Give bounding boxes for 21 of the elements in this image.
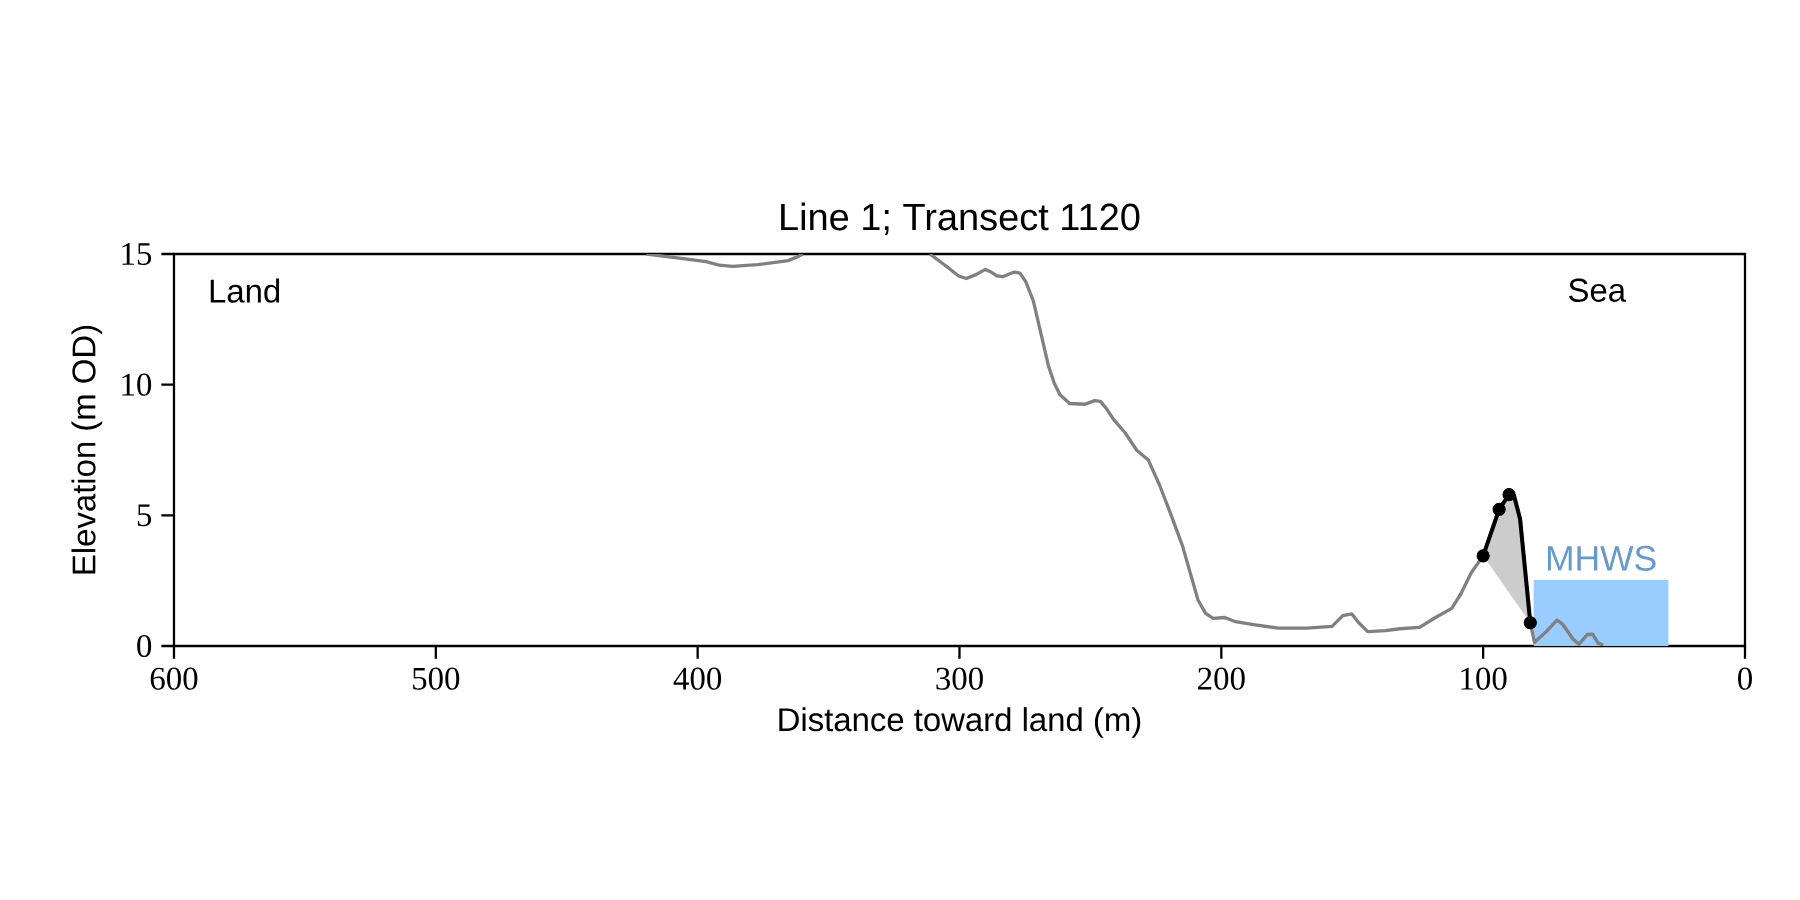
x-axis-title: Distance toward land (m) (779, 707, 1141, 738)
series-label: MHWS (1547, 545, 1656, 571)
x-tick-label: 200 (1198, 667, 1245, 690)
chart-title: Line 1; Transect 1120 (781, 202, 1140, 235)
x-tick-label: 500 (413, 667, 460, 690)
x-tick-label: 100 (1461, 667, 1507, 690)
point (1502, 488, 1516, 502)
point (1523, 616, 1537, 630)
y-tick-label: 15 (122, 242, 152, 266)
x-tick-label: 600 (150, 667, 198, 690)
x-tick-label: 400 (673, 667, 722, 690)
x-tick-label: 0 (1738, 667, 1752, 690)
point (1492, 502, 1506, 516)
y-tick-label: 0 (137, 634, 152, 658)
annotation: Sea (1569, 278, 1627, 302)
point (1476, 549, 1490, 563)
y-tick-label: 5 (137, 504, 152, 527)
y-tick-label: 10 (122, 373, 152, 396)
y-axis-title: Elevation (m OD) (71, 325, 103, 574)
x-tick-label: 300 (936, 667, 983, 690)
annotation: Land (210, 278, 280, 303)
